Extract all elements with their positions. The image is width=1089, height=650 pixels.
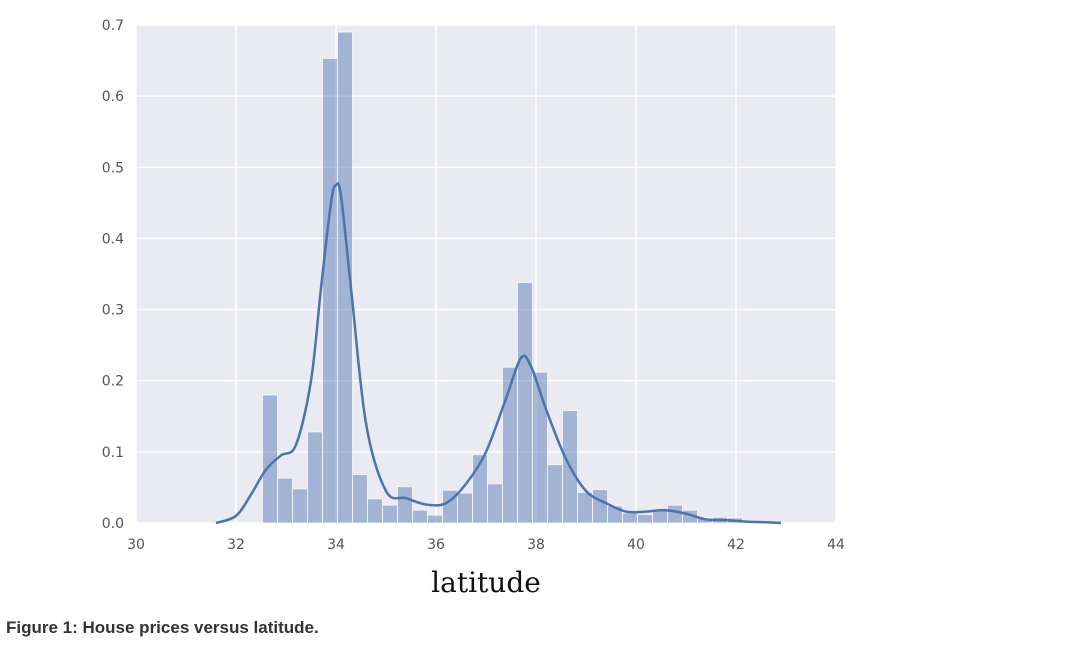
histogram-bar xyxy=(397,486,413,524)
kde-curve xyxy=(215,182,782,525)
x-tick-label: 42 xyxy=(727,537,745,553)
x-tick-label: 30 xyxy=(127,537,145,553)
y-tick-label: 0.2 xyxy=(102,374,124,390)
histogram-bar xyxy=(307,431,323,524)
y-tick-label: 0.6 xyxy=(102,89,124,105)
histogram-bar xyxy=(652,510,668,524)
x-tick-label: 44 xyxy=(827,537,845,553)
histogram-bar xyxy=(277,477,293,524)
histogram-bar xyxy=(367,498,383,524)
histogram-bar xyxy=(337,31,353,524)
histogram-bar xyxy=(577,491,593,524)
histogram-bar xyxy=(412,509,428,524)
x-tick-label: 38 xyxy=(527,537,545,553)
histogram-bar xyxy=(427,514,443,524)
histogram-bar xyxy=(667,504,683,524)
histogram-bar xyxy=(292,488,308,524)
grid-lines xyxy=(135,24,837,524)
x-tick-label: 32 xyxy=(227,537,245,553)
histogram-bar xyxy=(532,371,548,524)
figure-caption: Figure 1: House prices versus latitude. xyxy=(6,618,319,637)
histogram-kde-chart: 30 32 34 36 38 40 42 44 0.00.10.20.30.40.50.60.… xyxy=(102,18,845,599)
y-tick-label: 0.1 xyxy=(102,445,124,461)
y-tick-label: 0.3 xyxy=(102,303,124,319)
histogram-bars xyxy=(262,31,743,524)
histogram-bar xyxy=(637,513,653,524)
histogram-bar xyxy=(592,489,608,524)
x-tick-label: 34 xyxy=(327,537,345,553)
histogram-bar xyxy=(487,483,503,524)
histogram-bar xyxy=(517,282,533,524)
x-tick-label: 36 xyxy=(427,537,445,553)
x-tick-label: 40 xyxy=(627,537,645,553)
y-tick-label: 0.7 xyxy=(102,18,124,34)
x-axis-label: latitude xyxy=(431,566,541,599)
y-tick-label: 0.4 xyxy=(102,231,124,247)
histogram-bar xyxy=(547,464,563,524)
x-tick-labels: 30 32 34 36 38 40 42 44 xyxy=(127,537,845,553)
plot-background xyxy=(136,25,836,523)
y-tick-label: 0.0 xyxy=(102,516,124,532)
histogram-bar xyxy=(622,512,638,524)
y-tick-label: 0.5 xyxy=(102,160,124,176)
histogram-bar xyxy=(352,474,368,524)
histogram-bar xyxy=(382,504,398,524)
histogram-bar xyxy=(322,57,338,524)
y-tick-labels: 0.0 0.1 0.2 0.3 0.4 0.5 0.6 0.7 xyxy=(102,18,124,532)
histogram-bar xyxy=(457,492,473,524)
